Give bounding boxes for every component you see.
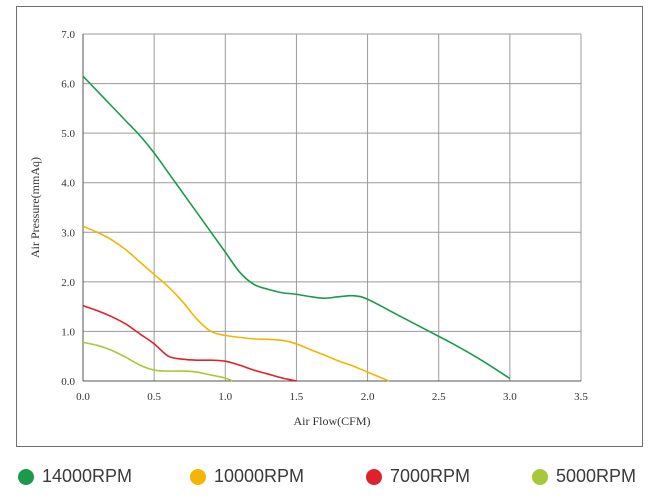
legend: 14000RPM 10000RPM 7000RPM 5000RPM xyxy=(0,466,654,496)
chart-frame: 0.0 0.5 1.0 1.5 2.0 2.5 3.0 3.5 0.0 1.0 2.0 3.0 4.0 5… xyxy=(16,6,643,447)
axes: 0.0 0.5 1.0 1.5 2.0 2.5 3.0 3.5 0.0 1.0 2.0 3.0 4.0 5… xyxy=(61,29,588,403)
legend-label-14000rpm: 14000RPM xyxy=(42,466,133,486)
x-tick-label-2: 1.0 xyxy=(218,391,232,403)
y-tick-label-2: 2.0 xyxy=(61,277,75,289)
legend-label-5000rpm: 5000RPM xyxy=(556,466,637,486)
y-tick-label-0: 0.0 xyxy=(61,376,75,388)
legend-item-14000rpm: 14000RPM xyxy=(18,466,132,487)
x-tick-label-5: 2.5 xyxy=(432,391,446,403)
legend-swatch-7000rpm xyxy=(366,468,382,485)
legend-label-7000rpm: 7000RPM xyxy=(390,466,471,486)
legend-swatch-10000rpm xyxy=(190,468,206,485)
performance-chart: 0.0 0.5 1.0 1.5 2.0 2.5 3.0 3.5 0.0 1.0 2.0 3.0 4.0 5… xyxy=(28,29,588,428)
x-tick-label-7: 3.5 xyxy=(574,391,588,403)
legend-label-10000rpm: 10000RPM xyxy=(214,466,305,486)
series-line-10000rpm xyxy=(82,225,390,382)
grid xyxy=(82,33,582,382)
series-lines xyxy=(82,75,511,382)
x-tick-label-3: 1.5 xyxy=(290,391,304,403)
y-tick-label-4: 4.0 xyxy=(61,178,75,190)
y-tick-label-3: 3.0 xyxy=(61,227,75,239)
x-tick-label-0: 0.0 xyxy=(76,391,90,403)
legend-item-5000rpm: 5000RPM xyxy=(532,466,636,487)
legend-item-7000rpm: 7000RPM xyxy=(366,466,470,487)
y-tick-label-6: 6.0 xyxy=(61,79,75,91)
x-axis-title: Air Flow(CFM) xyxy=(293,414,370,428)
y-axis-title: Air Pressure(mmAq) xyxy=(28,157,42,258)
y-tick-label-7: 7.0 xyxy=(61,29,75,41)
series-line-14000rpm xyxy=(82,75,511,380)
legend-item-10000rpm: 10000RPM xyxy=(190,466,304,487)
y-tick-label-5: 5.0 xyxy=(61,128,75,140)
legend-swatch-5000rpm xyxy=(532,468,548,485)
y-tick-label-1: 1.0 xyxy=(61,326,75,338)
series-line-7000rpm xyxy=(82,304,297,382)
x-tick-label-6: 3.0 xyxy=(503,391,517,403)
x-tick-label-1: 0.5 xyxy=(147,391,161,403)
series-line-5000rpm xyxy=(82,341,233,382)
x-tick-label-4: 2.0 xyxy=(361,391,375,403)
legend-swatch-14000rpm xyxy=(18,468,34,485)
